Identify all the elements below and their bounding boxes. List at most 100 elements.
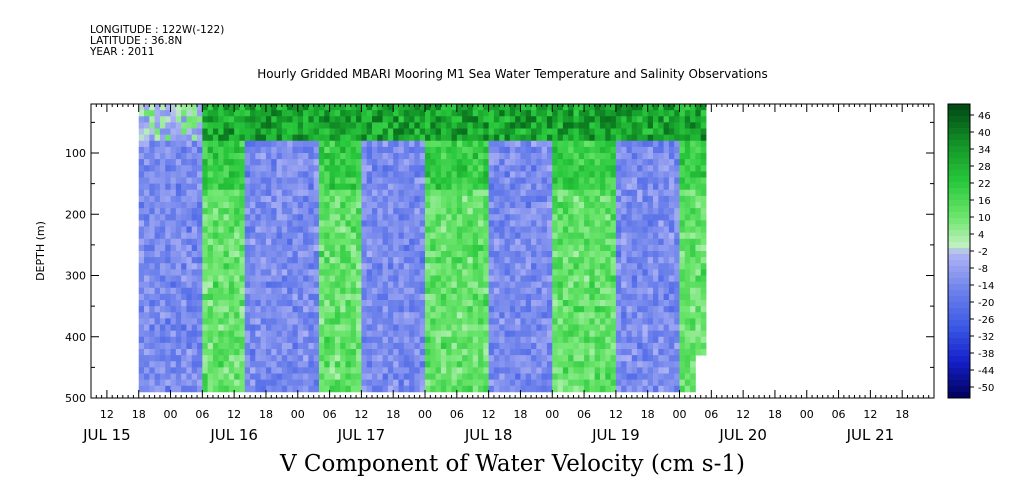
heatmap-cell — [324, 226, 330, 234]
heatmap-cell — [265, 104, 272, 111]
heatmap-cell — [271, 336, 277, 344]
heatmap-cell — [287, 269, 293, 276]
heatmap-cell — [668, 257, 675, 264]
heatmap-cell — [149, 342, 156, 350]
heatmap-cell — [562, 349, 569, 356]
heatmap-cell — [584, 128, 590, 136]
heatmap-cell — [562, 330, 569, 338]
heatmap-cell — [281, 208, 288, 215]
heatmap-cell — [356, 238, 362, 246]
heatmap-cell — [393, 263, 399, 270]
heatmap-cell — [170, 318, 177, 325]
heatmap-cell — [605, 293, 611, 301]
heatmap-cell — [419, 257, 426, 264]
heatmap-cell — [568, 226, 574, 234]
heatmap-cell — [382, 177, 389, 185]
heatmap-cell — [456, 251, 463, 258]
heatmap-cell — [584, 220, 590, 227]
heatmap-cell — [599, 232, 606, 240]
heatmap-cell — [467, 134, 474, 142]
heatmap-cell — [451, 104, 458, 111]
heatmap-cell — [679, 195, 686, 203]
heatmap-cell — [175, 238, 182, 246]
heatmap-cell — [372, 318, 378, 325]
heatmap-cell — [700, 165, 707, 172]
heatmap-cell — [690, 195, 696, 203]
heatmap-cell — [499, 122, 505, 129]
heatmap-cell — [340, 140, 346, 148]
heatmap-cell — [361, 257, 368, 264]
heatmap-cell — [493, 275, 500, 283]
heatmap-cell — [260, 367, 267, 374]
heatmap-cell — [472, 251, 479, 258]
heatmap-cell — [488, 153, 495, 160]
heatmap-cell — [350, 312, 357, 319]
heatmap-cell — [165, 159, 171, 166]
heatmap-cell — [197, 220, 203, 227]
heatmap-cell — [372, 330, 378, 338]
heatmap-cell — [207, 195, 214, 203]
heatmap-cell — [292, 251, 299, 258]
heatmap-cell — [599, 275, 606, 283]
heatmap-cell — [631, 244, 638, 252]
heatmap-cell — [202, 263, 209, 270]
heatmap-cell — [377, 300, 383, 307]
heatmap-cell — [451, 275, 458, 283]
heatmap-cell — [398, 330, 405, 338]
heatmap-cell — [382, 349, 389, 356]
heatmap-cell — [271, 226, 277, 234]
heatmap-cell — [440, 324, 447, 332]
heatmap-cell — [440, 238, 447, 246]
heatmap-cell — [504, 306, 511, 313]
heatmap-cell — [345, 220, 352, 227]
heatmap-cell — [472, 195, 479, 203]
heatmap-cell — [281, 263, 288, 270]
heatmap-cell — [663, 324, 670, 332]
heatmap-cell — [159, 134, 166, 142]
heatmap-cell — [175, 281, 182, 289]
heatmap-cell — [578, 195, 585, 203]
heatmap-cell — [223, 226, 230, 234]
heatmap-cell — [207, 244, 214, 252]
heatmap-cell — [403, 336, 410, 344]
heatmap-cell — [382, 122, 389, 129]
heatmap-cell — [398, 159, 405, 166]
heatmap-cell — [356, 312, 362, 319]
heatmap-cell — [615, 287, 622, 295]
heatmap-cell — [223, 263, 230, 270]
heatmap-cell — [642, 189, 649, 197]
heatmap-cell — [621, 189, 627, 197]
heatmap-cell — [589, 361, 596, 368]
heatmap-cell — [313, 330, 320, 338]
heatmap-cell — [414, 202, 421, 209]
heatmap-cell — [504, 238, 511, 246]
heatmap-cell — [398, 220, 405, 227]
heatmap-cell — [287, 367, 293, 374]
heatmap-cell — [334, 336, 341, 344]
heatmap-cell — [435, 379, 442, 387]
heatmap-cell — [504, 361, 511, 368]
heatmap-cell — [430, 159, 437, 166]
heatmap-cell — [456, 373, 463, 381]
heatmap-cell — [647, 275, 654, 283]
heatmap-cell — [340, 257, 346, 264]
heatmap-cell — [234, 349, 240, 356]
heatmap-cell — [610, 355, 617, 362]
heatmap-cell — [244, 134, 251, 142]
heatmap-cell — [197, 208, 203, 215]
heatmap-cell — [149, 336, 156, 344]
heatmap-cell — [181, 263, 187, 270]
heatmap-cell — [356, 122, 362, 129]
heatmap-cell — [366, 257, 373, 264]
heatmap-cell — [202, 379, 209, 387]
heatmap-cell — [393, 110, 399, 117]
heatmap-cell — [191, 226, 198, 234]
heatmap-cell — [175, 128, 182, 136]
heatmap-cell — [642, 244, 649, 252]
heatmap-cell — [202, 122, 209, 129]
heatmap-cell — [409, 153, 415, 160]
heatmap-cell — [377, 122, 383, 129]
heatmap-cell — [366, 153, 373, 160]
heatmap-cell — [297, 171, 304, 178]
heatmap-cell — [536, 171, 543, 178]
